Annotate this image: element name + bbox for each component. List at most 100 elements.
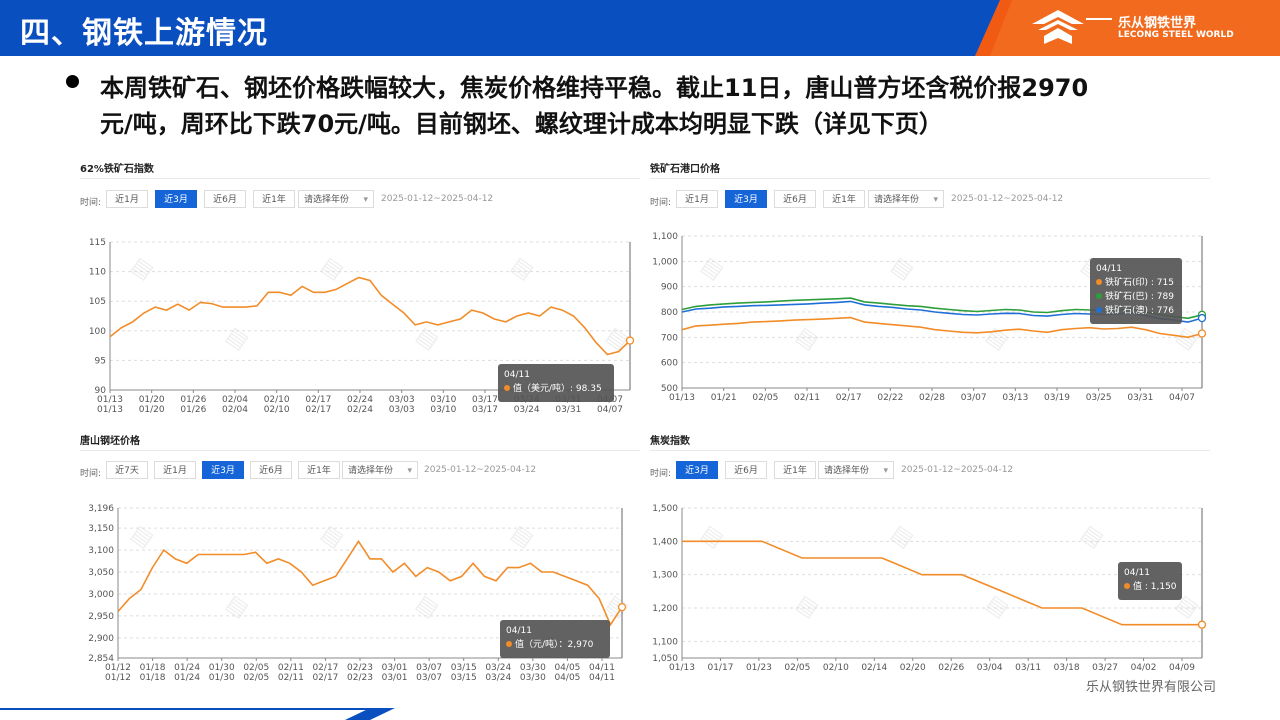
chevron-down-icon: ▾ [363, 195, 368, 205]
x-tick-label-secondary: 02/17 [305, 405, 331, 413]
range-button-1y[interactable]: 近1年 [253, 190, 295, 208]
x-tick-label: 02/17 [836, 393, 862, 403]
tooltip-marker [1096, 307, 1102, 313]
year-select[interactable]: 请选择年份 ▾ [342, 461, 418, 479]
watermark-mark: ▤ [127, 252, 158, 284]
x-tick-label-secondary: 02/05 [243, 673, 269, 683]
x-tick-label: 03/30 [520, 663, 546, 673]
x-tick-label-secondary: 01/18 [140, 673, 166, 683]
y-tick-label: 2,950 [88, 612, 114, 622]
range-button-1m[interactable]: 近1月 [106, 190, 148, 208]
range-button-7d[interactable]: 近7天 [106, 461, 148, 479]
x-tick-label: 03/07 [961, 393, 987, 403]
y-tick-label: 700 [661, 333, 678, 343]
x-tick-label-secondary: 01/20 [139, 405, 165, 413]
tooltip-box [1090, 258, 1182, 324]
y-tick-label: 3,100 [88, 546, 114, 556]
x-tick-label: 02/10 [823, 663, 849, 673]
x-tick-label-secondary: 02/17 [312, 673, 338, 683]
range-button-1m[interactable]: 近1月 [676, 190, 718, 208]
x-tick-label: 01/18 [140, 663, 166, 673]
x-tick-label-secondary: 04/05 [554, 673, 580, 683]
range-button-6m[interactable]: 近6月 [250, 461, 292, 479]
time-label: 时间: [650, 198, 672, 208]
tooltip-marker [504, 385, 510, 391]
chart-panel-coke-index: 焦炭指数 时间: 近3月 近6月 近1年 请选择年份 ▾ 2025-01-12~2… [640, 424, 1212, 686]
range-button-3m[interactable]: 近3月 [676, 461, 718, 479]
tooltip-box [500, 620, 610, 658]
tooltip-date: 04/11 [1096, 264, 1122, 274]
x-tick-label: 01/24 [174, 663, 200, 673]
x-tick-label: 01/20 [139, 395, 165, 405]
range-button-3m[interactable]: 近3月 [725, 190, 767, 208]
x-tick-label-secondary: 03/30 [520, 673, 546, 683]
logo-icon [1032, 10, 1112, 44]
bullet-text-line-2: 元/吨，周环比下跌70元/吨。目前钢坯、螺纹理计成本均明显下跌（详见下页） [100, 110, 943, 138]
x-tick-label: 02/10 [264, 395, 290, 405]
header-band [0, 0, 1280, 56]
tooltip-row: 铁矿石(澳) : 776 [1105, 304, 1174, 316]
x-tick-label: 02/24 [347, 395, 373, 405]
chart-title: 焦炭指数 [650, 436, 690, 447]
x-tick-label: 04/07 [1169, 393, 1195, 403]
series-line [117, 539, 623, 627]
x-tick-label: 02/23 [347, 663, 373, 673]
year-select[interactable]: 请选择年份 ▾ [818, 461, 894, 479]
range-button-3m[interactable]: 近3月 [155, 190, 197, 208]
y-tick-label: 3,000 [88, 590, 114, 600]
divider [650, 450, 1210, 451]
watermark-mark: ▤ [507, 252, 538, 284]
x-tick-label: 01/12 [105, 663, 131, 673]
x-tick-label-secondary: 04/11 [589, 673, 615, 683]
series-endpoint [1197, 329, 1207, 338]
tooltip-row: 值（美元/吨）: 98.35 [513, 382, 602, 394]
x-tick-label-secondary: 02/23 [347, 673, 373, 683]
range-button-1y[interactable]: 近1年 [298, 461, 340, 479]
tooltip-marker [1096, 293, 1102, 299]
bottom-line [0, 708, 395, 720]
watermark-mark: ▤ [317, 252, 348, 284]
x-tick-label: 02/11 [278, 663, 304, 673]
y-tick-label: 3,196 [88, 504, 114, 514]
x-tick-label: 01/13 [669, 663, 695, 673]
x-tick-label-secondary: 02/11 [278, 673, 304, 683]
x-tick-label: 01/21 [711, 393, 737, 403]
x-tick-label-secondary: 03/24 [514, 405, 540, 413]
x-tick-label: 04/09 [1169, 663, 1195, 673]
x-tick-label: 02/20 [900, 663, 926, 673]
y-tick-label: 1,050 [652, 654, 678, 664]
watermark-mark: ▤ [1077, 520, 1108, 552]
x-tick-label: 02/28 [919, 393, 945, 403]
y-tick-label: 90 [95, 386, 107, 396]
year-select[interactable]: 请选择年份 ▾ [298, 190, 374, 208]
watermark-mark: ▤ [127, 520, 158, 552]
watermark-mark: ▤ [317, 520, 348, 552]
year-select[interactable]: 请选择年份 ▾ [868, 190, 944, 208]
series-endpoint [617, 602, 627, 612]
x-tick-label-secondary: 01/30 [209, 673, 235, 683]
range-button-1y[interactable]: 近1年 [774, 461, 816, 479]
tooltip-date: 04/11 [506, 626, 532, 636]
time-label: 时间: [80, 198, 102, 208]
range-button-1m[interactable]: 近1月 [154, 461, 196, 479]
range-button-3m[interactable]: 近3月 [202, 461, 244, 479]
tooltip-marker [1124, 583, 1130, 589]
x-tick-label: 02/22 [877, 393, 903, 403]
range-button-6m[interactable]: 近6月 [774, 190, 816, 208]
y-tick-label: 95 [95, 356, 106, 366]
range-button-6m[interactable]: 近6月 [725, 461, 767, 479]
range-button-6m[interactable]: 近6月 [204, 190, 246, 208]
series-line [681, 316, 1203, 339]
series-line [109, 276, 631, 356]
x-tick-label: 02/26 [938, 663, 964, 673]
watermark-mark: ▤ [697, 520, 728, 552]
y-tick-label: 2,854 [88, 654, 114, 664]
x-tick-label: 03/04 [977, 663, 1003, 673]
chart-panel-iron-ore-index: 62%铁矿石指数 时间: 近1月 近3月 近6月 近1年 请选择年份 ▾ 2025… [70, 152, 642, 422]
divider [650, 178, 1210, 179]
range-button-1y[interactable]: 近1年 [823, 190, 865, 208]
watermark-mark: ▤ [982, 322, 1013, 354]
y-tick-label: 1,100 [652, 637, 678, 647]
chevron-down-icon: ▾ [883, 466, 888, 476]
x-tick-label: 04/11 [589, 663, 615, 673]
